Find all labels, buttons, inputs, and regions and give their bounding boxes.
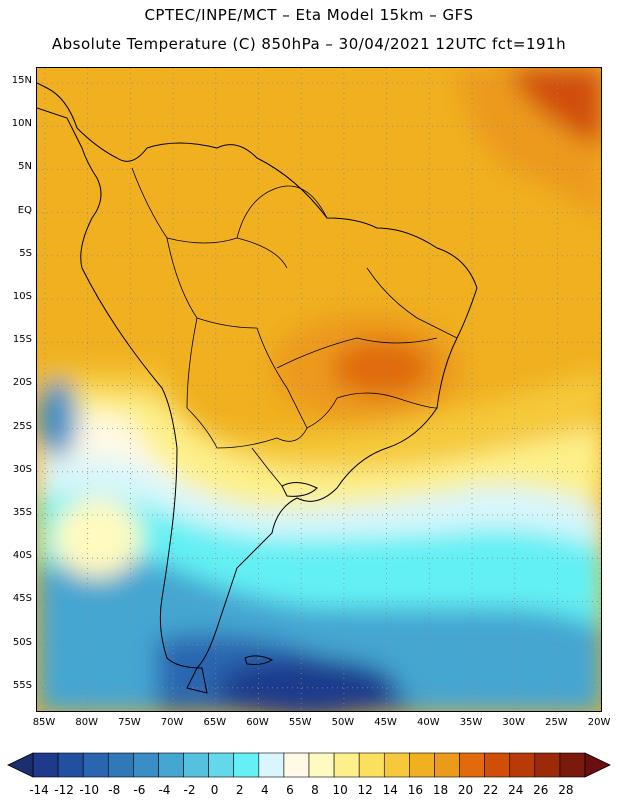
colorbar-swatches [32, 752, 586, 778]
colorbar-swatch [82, 752, 109, 778]
colorbar-swatch [484, 752, 511, 778]
colorbar-label: 8 [311, 783, 319, 797]
colorbar-label: 14 [382, 783, 398, 797]
colorbar-label: 20 [457, 783, 474, 797]
colorbar-swatch [358, 752, 385, 778]
colorbar [7, 752, 611, 778]
lat-label: 25S [12, 420, 32, 432]
colorbar-swatch [133, 752, 159, 778]
colorbar-label: 24 [508, 783, 524, 797]
lon-label: 60W [246, 717, 269, 728]
colorbar-swatch [559, 752, 586, 778]
colorbar-label: 26 [533, 783, 549, 797]
colorbar-swatch [283, 752, 310, 778]
map-title: CPTEC/INPE/MCT – Eta Model 15km – GFS [144, 6, 474, 24]
colorbar-label: 22 [482, 783, 499, 797]
colorbar-swatch [57, 752, 84, 778]
lat-label: 5S [19, 247, 32, 259]
colorbar-label: 12 [357, 783, 373, 797]
colorbar-label: 10 [332, 783, 348, 797]
colorbar-label: -10 [79, 783, 99, 797]
lat-label: 15S [12, 334, 32, 346]
colorbar-label: 6 [286, 783, 294, 797]
lat-label: 10S [12, 291, 32, 302]
colorbar-label: -6 [133, 783, 146, 797]
colorbar-label: -8 [108, 783, 121, 797]
lon-label: 55W [288, 717, 312, 728]
country-borders [131, 167, 458, 487]
colorbar-swatch [434, 752, 460, 778]
lat-label: 35S [12, 507, 32, 518]
colorbar-swatch [459, 752, 485, 778]
colorbar-label: 4 [260, 783, 269, 797]
colorbar-label: 0 [210, 783, 219, 797]
colorbar-label: 18 [432, 783, 449, 797]
colorbar-swatch [208, 752, 235, 778]
lat-label: 45S [12, 593, 32, 605]
lon-label: 70W [160, 717, 184, 728]
triangle-right-icon [584, 752, 611, 778]
lon-label: 75W [118, 717, 141, 728]
triangle-left-icon [7, 752, 34, 778]
south-america-coast [37, 82, 478, 694]
map-subtitle: Absolute Temperature (C) 850hPa – 30/04/… [51, 35, 567, 53]
lon-label: 50W [331, 717, 355, 728]
colorbar-swatch [534, 752, 561, 778]
lat-label: 40S [12, 550, 32, 562]
colorbar-swatch [383, 752, 410, 778]
colorbar-swatch [333, 752, 360, 778]
colorbar-swatch [258, 752, 285, 778]
colorbar-swatch [32, 752, 59, 778]
lat-label: 20S [12, 377, 32, 389]
colorbar-label: -12 [54, 783, 74, 797]
colorbar-label: 28 [558, 783, 574, 797]
lon-label: 40W [416, 717, 440, 728]
colorbar-swatch [308, 752, 335, 778]
temperature-map [36, 67, 602, 712]
colorbar-label: 16 [407, 783, 423, 797]
lat-label: 55S [12, 679, 32, 691]
colorbar-swatch [183, 752, 209, 778]
colorbar-label: 2 [235, 783, 244, 797]
temperature-field [37, 68, 601, 711]
island-malvinas [244, 655, 274, 665]
lat-label: 30S [12, 463, 32, 475]
lat-label: 5N [18, 161, 32, 173]
lat-label: 15N [11, 75, 32, 86]
colorbar-swatch [409, 752, 435, 778]
colorbar-label: -2 [183, 783, 196, 797]
map-canvas [37, 68, 601, 711]
colorbar-swatch [158, 752, 184, 778]
lat-label: 10N [11, 118, 32, 130]
lon-label: 30W [502, 717, 525, 728]
lon-label: 25W [545, 717, 568, 728]
colorbar-swatch [107, 752, 134, 778]
lon-label: 45W [374, 717, 397, 728]
colorbar-label: -4 [158, 783, 171, 797]
lon-label: 20W [587, 717, 611, 728]
coastlines [37, 82, 478, 694]
lat-label: EQ [17, 204, 32, 216]
lon-label: 80W [75, 717, 98, 728]
colorbar-swatch [233, 752, 260, 778]
colorbar-label: -14 [29, 783, 49, 797]
river-plate [281, 482, 318, 497]
colorbar-swatch [509, 752, 536, 778]
lon-label: 35W [459, 717, 483, 728]
lat-label: 50S [12, 636, 32, 648]
lon-label: 65W [203, 717, 227, 728]
lon-label: 85W [32, 717, 56, 728]
